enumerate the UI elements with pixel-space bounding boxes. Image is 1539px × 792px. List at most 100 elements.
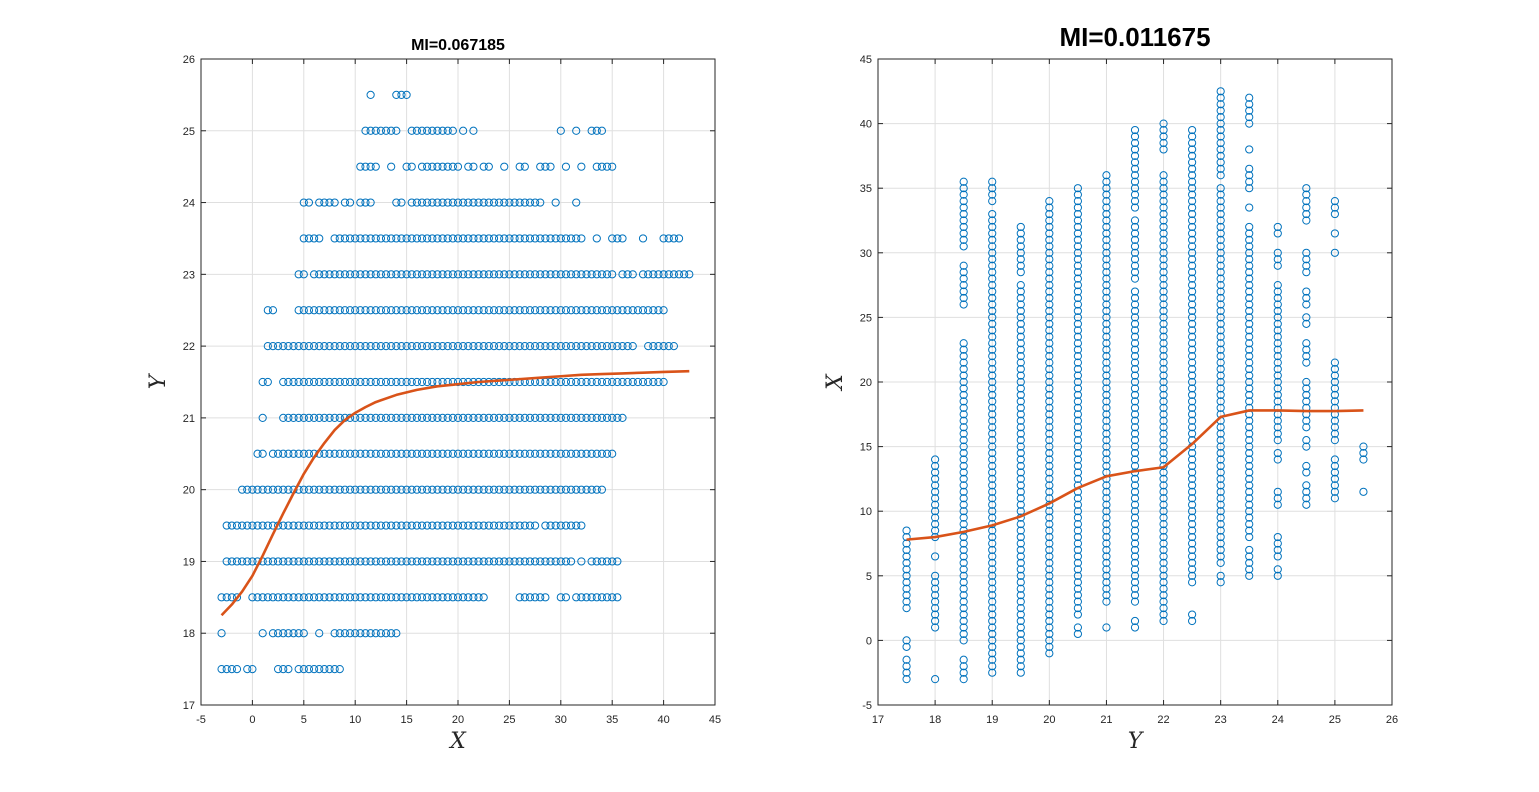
scatter-point <box>1273 332 1282 341</box>
scatter-point <box>402 342 411 351</box>
scatter-point <box>474 234 483 243</box>
scatter-point <box>1130 242 1140 251</box>
scatter-point <box>1159 119 1168 128</box>
scatter-point <box>1159 319 1168 328</box>
scatter-point <box>500 521 509 530</box>
scatter-point <box>402 306 411 315</box>
scatter-point <box>566 306 576 315</box>
scatter-point <box>1073 281 1082 290</box>
scatter-point <box>1159 474 1168 483</box>
scatter-point <box>959 668 968 677</box>
scatter-point <box>582 306 591 315</box>
scatter-point <box>1016 293 1025 303</box>
scatter-point <box>1216 390 1225 400</box>
scatter-point <box>299 557 308 566</box>
scatter-point <box>959 423 968 432</box>
scatter-point <box>315 593 324 602</box>
scatter-point <box>577 521 586 530</box>
scatter-point <box>412 413 421 422</box>
scatter-point <box>1216 436 1225 445</box>
scatter-point <box>536 413 545 422</box>
scatter-point <box>959 268 968 277</box>
scatter-point <box>433 234 442 243</box>
scatter-point <box>525 593 535 602</box>
scatter-point <box>304 234 314 243</box>
scatter-point <box>243 521 252 530</box>
scatter-point <box>536 557 545 566</box>
scatter-point <box>392 342 401 351</box>
scatter-point <box>243 485 252 494</box>
scatter-point <box>988 416 997 425</box>
scatter-point <box>1273 552 1282 561</box>
scatter-point <box>1073 539 1082 548</box>
scatter-point <box>902 558 911 567</box>
scatter-point <box>268 557 278 566</box>
scatter-point <box>325 198 334 207</box>
scatter-point <box>988 358 997 367</box>
scatter-point <box>988 293 997 303</box>
scatter-point <box>1159 313 1168 322</box>
scatter-point <box>1016 668 1025 677</box>
scatter-point <box>371 162 380 171</box>
scatter-point <box>638 234 648 243</box>
scatter-point <box>320 521 329 530</box>
scatter-point <box>1188 526 1197 535</box>
scatter-point <box>988 597 997 606</box>
scatter-point <box>1159 242 1168 251</box>
scatter-point <box>561 306 571 315</box>
scatter-point <box>1045 642 1054 651</box>
scatter-point <box>474 449 483 458</box>
scatter-point <box>1188 300 1197 309</box>
scatter-point <box>294 306 303 315</box>
scatter-point <box>1016 494 1025 503</box>
scatter-point <box>376 306 385 315</box>
scatter-point <box>505 198 514 207</box>
scatter-point <box>1245 345 1254 354</box>
scatter-point <box>959 358 968 367</box>
scatter-point <box>1073 623 1082 632</box>
scatter-point <box>1130 481 1140 490</box>
scatter-point <box>505 413 514 422</box>
scatter-point <box>428 557 437 566</box>
scatter-point <box>577 306 586 315</box>
scatter-point <box>1073 416 1082 425</box>
scatter-point <box>959 616 968 626</box>
scatter-point <box>366 629 375 638</box>
scatter-point <box>1045 494 1054 503</box>
scatter-point <box>469 162 478 171</box>
scatter-point <box>664 270 673 279</box>
scatter-point <box>902 675 911 684</box>
scatter-point <box>453 198 463 207</box>
scatter-point <box>1073 268 1082 277</box>
scatter-point <box>428 593 437 602</box>
scatter-point <box>1245 293 1254 303</box>
scatter-point <box>279 629 288 638</box>
scatter-point <box>1102 442 1111 451</box>
scatter-point <box>397 593 406 602</box>
scatter-point <box>484 270 493 279</box>
scatter-point <box>902 578 911 587</box>
scatter-point <box>1245 545 1254 555</box>
scatter-point <box>638 270 648 279</box>
scatter-point <box>289 557 298 566</box>
scatter-point <box>1016 358 1025 367</box>
scatter-point <box>959 274 968 283</box>
scatter-point <box>1245 113 1254 122</box>
scatter-point <box>1016 578 1025 587</box>
scatter-point <box>536 162 545 171</box>
scatter-point <box>931 468 940 477</box>
scatter-point <box>448 449 457 458</box>
scatter-point <box>988 500 997 509</box>
scatter-point <box>438 198 447 207</box>
scatter-point <box>274 629 283 638</box>
scatter-point <box>1245 448 1254 458</box>
scatter-point <box>1045 293 1054 303</box>
scatter-point <box>561 593 571 602</box>
scatter-point <box>1188 487 1197 496</box>
scatter-point <box>1216 326 1225 335</box>
scatter-point <box>556 413 565 422</box>
scatter-point <box>988 507 997 516</box>
scatter-point <box>531 413 540 422</box>
scatter-point <box>1216 87 1225 96</box>
scatter-point <box>407 449 416 458</box>
